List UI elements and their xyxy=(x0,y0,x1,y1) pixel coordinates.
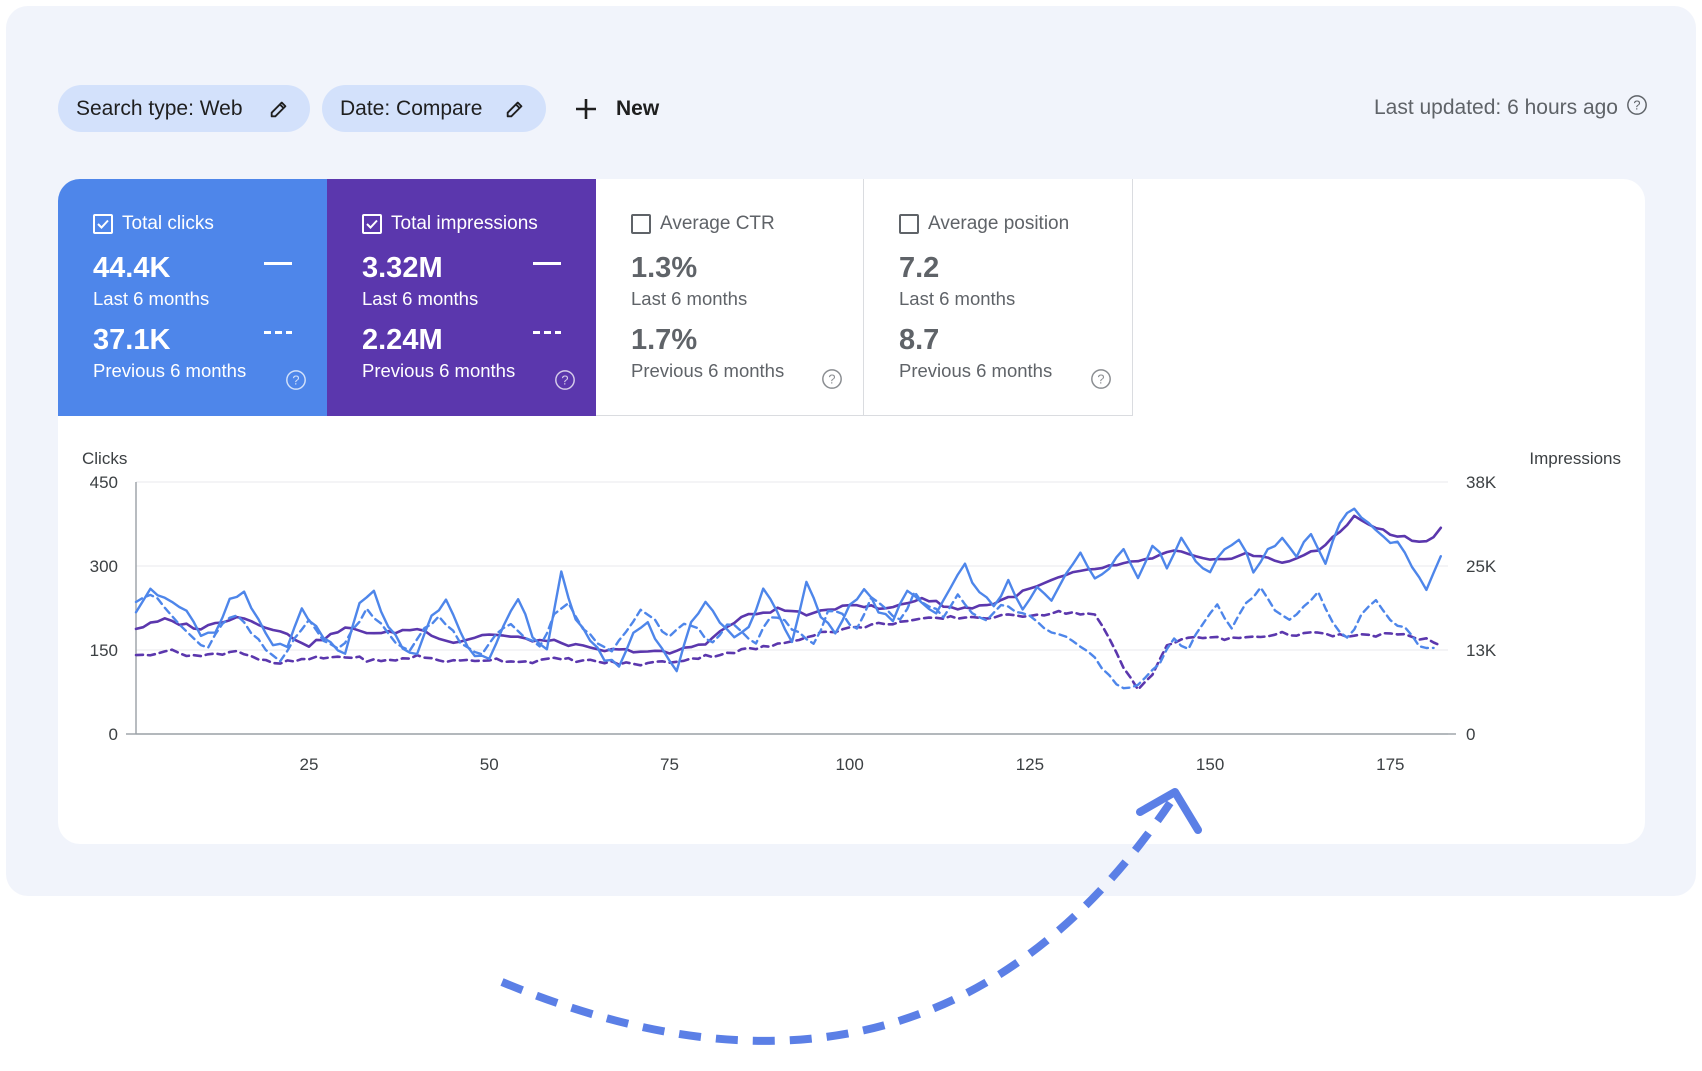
metric-previous-period: Previous 6 months xyxy=(93,360,247,381)
metric-current-period: Last 6 months xyxy=(899,288,1016,309)
series-line-clicks-current xyxy=(134,507,1443,673)
help-circle-icon[interactable]: ? xyxy=(821,368,843,395)
x-tick-label: 150 xyxy=(1196,755,1224,774)
metric-title-row: Average CTR xyxy=(631,213,863,235)
svg-text:?: ? xyxy=(1633,98,1640,113)
metric-previous-value: 37.1K xyxy=(93,324,171,356)
svg-text:?: ? xyxy=(1097,372,1104,387)
legend-solid-line xyxy=(533,262,561,265)
svg-text:?: ? xyxy=(561,373,568,388)
help-circle-icon[interactable]: ? xyxy=(1090,368,1112,395)
date-filter-chip[interactable]: Date: Compare xyxy=(322,85,546,132)
metric-previous-period: Previous 6 months xyxy=(362,360,516,381)
y2-tick-label: 0 xyxy=(1466,725,1475,744)
checkbox-unchecked-icon[interactable] xyxy=(631,214,651,234)
y2-tick-label: 38K xyxy=(1466,473,1497,492)
legend-solid-line xyxy=(264,262,292,265)
plus-icon xyxy=(572,95,600,123)
y2-tick-label: 25K xyxy=(1466,557,1497,576)
metric-current-period: Last 6 months xyxy=(362,288,479,309)
metric-title: Total clicks xyxy=(122,213,214,234)
metric-current-value: 3.32M xyxy=(362,252,443,284)
metric-title: Total impressions xyxy=(391,213,538,234)
metric-card-total-impressions[interactable]: Total impressions 3.32M Last 6 months 2.… xyxy=(327,179,596,416)
y-axis-label-impressions: Impressions xyxy=(1529,449,1621,468)
metric-current-period: Last 6 months xyxy=(631,288,748,309)
new-filter-button[interactable]: New xyxy=(572,88,659,130)
help-circle-icon[interactable]: ? xyxy=(554,369,576,396)
metric-title-row: Total impressions xyxy=(362,213,596,235)
metric-previous-value: 8.7 xyxy=(899,324,940,356)
x-tick-label: 50 xyxy=(480,755,499,774)
series-line-clicks-previous xyxy=(134,586,1435,690)
svg-text:?: ? xyxy=(292,373,299,388)
x-tick-label: 175 xyxy=(1376,755,1404,774)
y-axis-label-clicks: Clicks xyxy=(82,449,127,468)
metric-title-row: Average position xyxy=(899,213,1132,235)
y2-tick-label: 13K xyxy=(1466,641,1497,660)
curved-arrow-icon xyxy=(500,788,1202,1045)
series-line-impressions-previous xyxy=(134,609,1443,691)
metric-current-value: 44.4K xyxy=(93,252,171,284)
checkbox-unchecked-icon[interactable] xyxy=(899,214,919,234)
last-updated-text: Last updated: 6 hours ago xyxy=(1373,96,1618,119)
y-tick-label: 300 xyxy=(90,557,118,576)
y-tick-label: 150 xyxy=(90,641,118,660)
date-filter-label: Date: Compare xyxy=(340,96,483,120)
new-filter-label: New xyxy=(616,97,660,120)
metric-previous-value: 1.7% xyxy=(631,324,698,356)
metric-card-average-position[interactable]: Average position 7.2 Last 6 months 8.7 P… xyxy=(864,179,1133,416)
performance-panel: Search type: Web Date: Compare New Last … xyxy=(6,6,1696,896)
metric-title: Average position xyxy=(928,213,1070,234)
search-type-filter-label: Search type: Web xyxy=(76,96,243,120)
pencil-icon xyxy=(504,98,526,120)
checkbox-checked-icon[interactable] xyxy=(362,214,382,234)
x-tick-label: 75 xyxy=(660,755,679,774)
search-type-filter-chip[interactable]: Search type: Web xyxy=(58,85,310,132)
metric-card-average-ctr[interactable]: Average CTR 1.3% Last 6 months 1.7% Prev… xyxy=(596,179,864,416)
legend-dashed-line xyxy=(264,331,292,334)
chart-svg: Clicks Impressions 0 0 150 13K 300 25K 450 38K 2… xyxy=(82,449,1621,774)
x-tick-label: 100 xyxy=(835,755,863,774)
svg-text:?: ? xyxy=(828,372,835,387)
help-circle-icon[interactable]: ? xyxy=(1626,94,1648,122)
metric-previous-period: Previous 6 months xyxy=(899,360,1053,381)
metric-title-row: Total clicks xyxy=(93,213,327,235)
x-tick-label: 125 xyxy=(1016,755,1044,774)
metric-current-period: Last 6 months xyxy=(93,288,210,309)
metric-previous-value: 2.24M xyxy=(362,324,443,356)
help-circle-icon[interactable]: ? xyxy=(285,369,307,396)
metric-current-value: 7.2 xyxy=(899,252,940,284)
checkbox-checked-icon[interactable] xyxy=(93,214,113,234)
legend-dashed-line xyxy=(533,331,561,334)
y-tick-label: 0 xyxy=(109,725,118,744)
y-tick-label: 450 xyxy=(90,473,118,492)
performance-card: Total clicks 44.4K Last 6 months 37.1K P… xyxy=(58,179,1645,844)
metric-previous-period: Previous 6 months xyxy=(631,360,785,381)
metric-title: Average CTR xyxy=(660,213,775,234)
series-line-impressions-current xyxy=(134,514,1443,655)
last-updated: Last updated: 6 hours ago ? xyxy=(1374,94,1648,122)
performance-chart[interactable]: Clicks Impressions 0 0 150 13K 300 25K 450 38K 2… xyxy=(58,416,1645,844)
pencil-icon xyxy=(268,98,290,120)
metric-current-value: 1.3% xyxy=(631,252,698,284)
x-tick-label: 25 xyxy=(300,755,319,774)
metric-card-total-clicks[interactable]: Total clicks 44.4K Last 6 months 37.1K P… xyxy=(58,179,327,416)
